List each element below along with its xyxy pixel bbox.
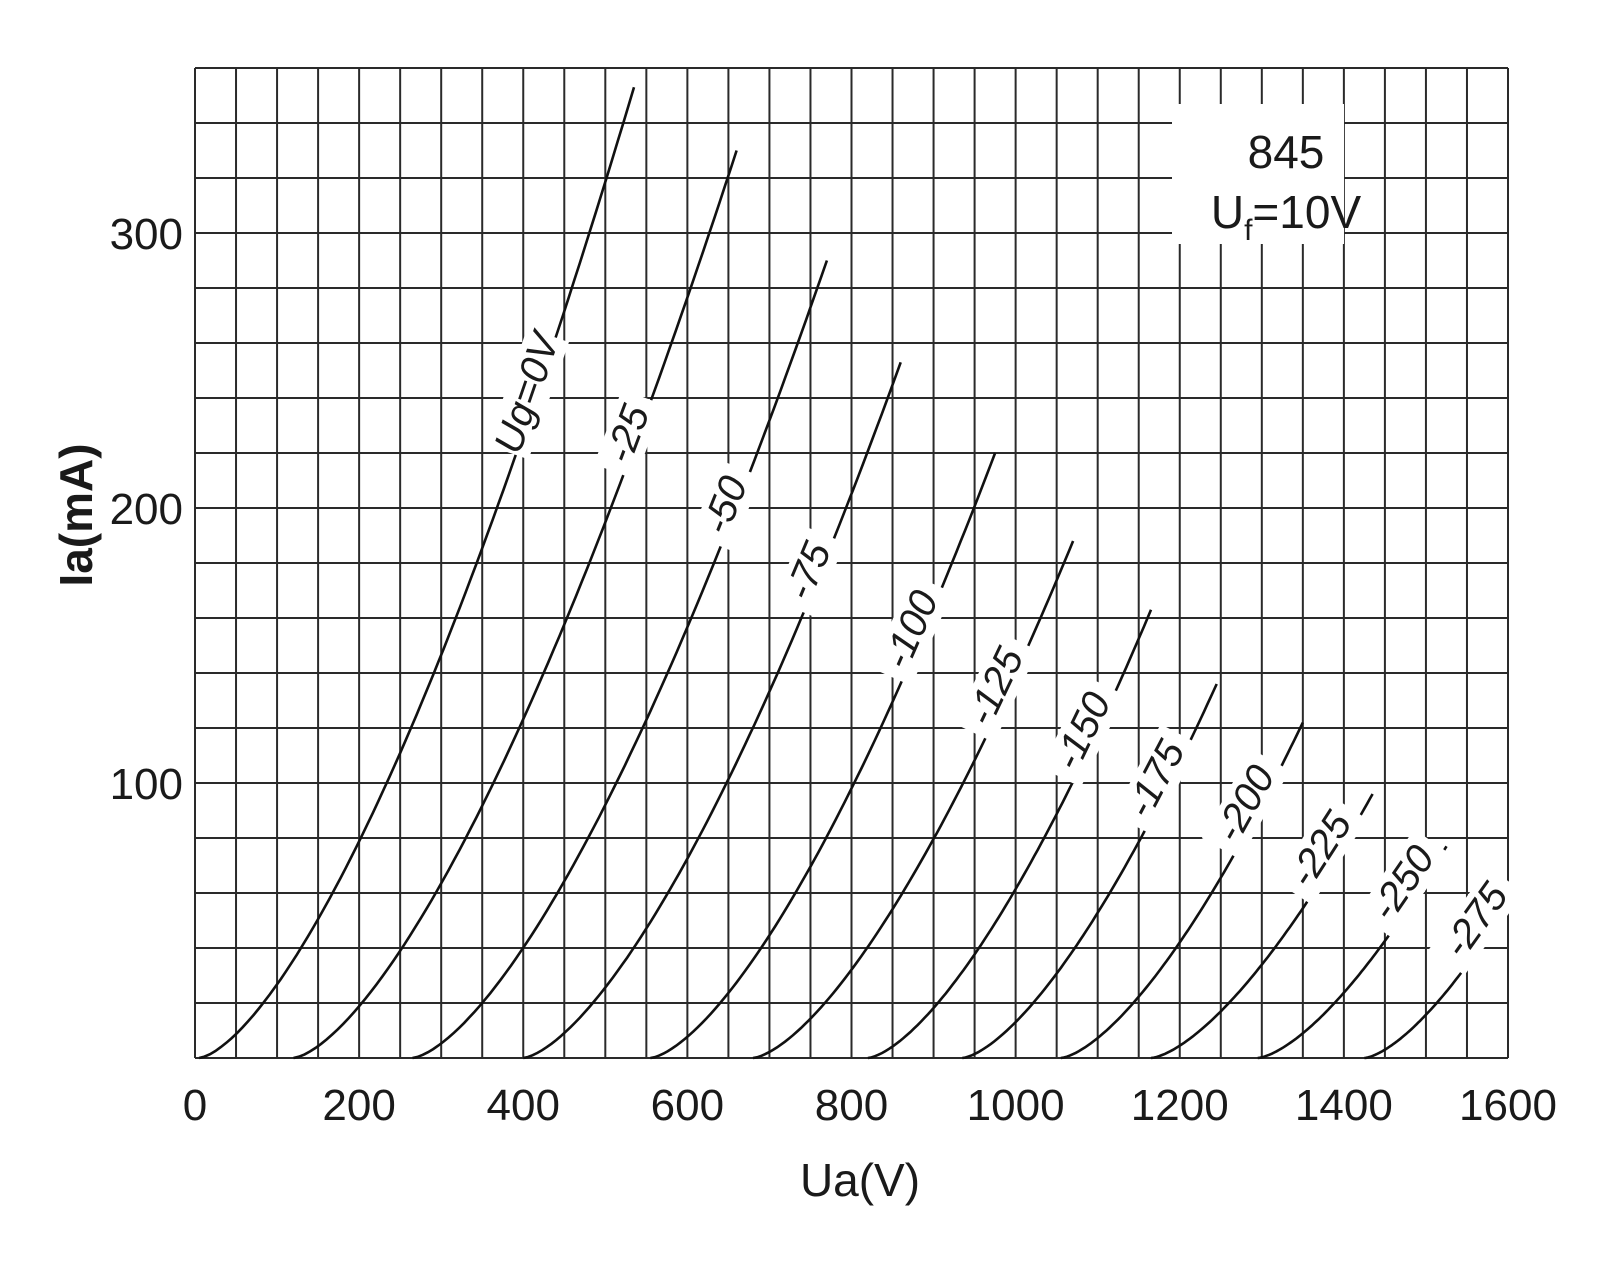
grid-voltage-curve [523, 361, 902, 1060]
x-tick-label: 400 [487, 1081, 560, 1130]
curve-label-background [1201, 749, 1290, 860]
curve-label: -100 [875, 584, 947, 675]
grid [194, 67, 1509, 1059]
curve-label-group: -100 [871, 574, 953, 686]
curve-label-background [690, 460, 762, 551]
curve-label-group: -175 [1113, 724, 1200, 835]
filament-value: =10V [1252, 186, 1361, 238]
curve-label-group: -50 [690, 460, 762, 551]
x-tick-label: 1600 [1459, 1081, 1557, 1130]
y-tick-label: 200 [110, 485, 183, 534]
curve-label-background [1356, 829, 1451, 939]
tick-labels: 0 200 400 600 800 1000 1200 1400 1600 100 200 300 [110, 210, 1557, 1130]
x-tick-label: 1400 [1295, 1081, 1393, 1130]
x-tick-label: 1000 [967, 1081, 1065, 1130]
y-tick-label: 100 [110, 760, 183, 809]
y-tick-label: 300 [110, 210, 183, 259]
curve-label-background [871, 574, 953, 686]
y-axis-title: Ia(mA) [50, 443, 102, 586]
curve-label-background [1428, 866, 1524, 976]
x-tick-label: 600 [651, 1081, 724, 1130]
curve-label-group: -150 [1041, 676, 1126, 788]
curve-label-group: -275 [1428, 866, 1524, 976]
tube-annotation: 845 Uf=10V [1172, 104, 1361, 247]
curve-label-group: -75 [773, 526, 846, 617]
x-tick-label: 800 [815, 1081, 888, 1130]
curve-label-background [1274, 795, 1368, 905]
curve-label-group: Ug=0V [486, 325, 569, 460]
annotation-background [1172, 104, 1344, 244]
curve-label-background [593, 389, 664, 480]
filament-symbol: U [1211, 186, 1244, 238]
curve-label-group: -225 [1274, 795, 1368, 905]
curve-label-background [486, 327, 569, 460]
curve-label-group: -25 [593, 389, 664, 480]
x-tick-label: 0 [183, 1081, 207, 1130]
curve-label-group: -125 [954, 631, 1039, 743]
grid-voltage-curve [293, 150, 738, 1060]
curve-label: Ug=0V [486, 325, 569, 459]
x-tick-label: 200 [322, 1081, 395, 1130]
curve-label-background [773, 526, 846, 617]
grid-voltage-curve [198, 86, 636, 1060]
x-axis-title: Ua(V) [800, 1154, 920, 1206]
curve-label-background [1041, 676, 1126, 788]
curve-label-group: -200 [1201, 749, 1290, 860]
tube-type-label: 845 [1248, 126, 1325, 178]
curve-label-background [954, 631, 1039, 743]
grid-voltage-curve [412, 260, 829, 1060]
filament-subscript: f [1244, 214, 1253, 247]
curve-label-group: -250 [1356, 829, 1451, 939]
x-tick-label: 1200 [1131, 1081, 1229, 1130]
curve-label-background [1113, 724, 1200, 835]
filament-voltage-label: Uf=10V [1211, 186, 1362, 247]
curve-labels: Ug=0V -25-50-75-100-125 -150-175 -200-225 -2… [486, 325, 1524, 976]
